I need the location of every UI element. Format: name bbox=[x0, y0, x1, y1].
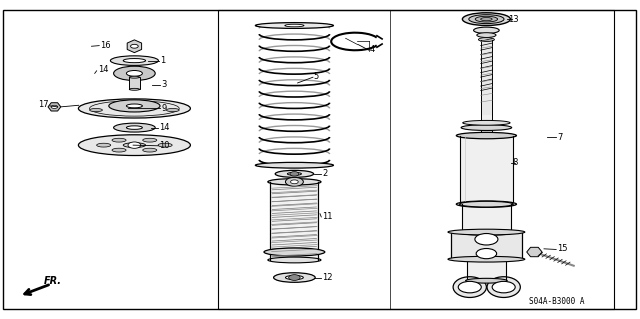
Ellipse shape bbox=[448, 256, 525, 262]
Text: 13: 13 bbox=[508, 15, 519, 24]
Ellipse shape bbox=[487, 277, 520, 297]
Bar bbox=[451, 232, 522, 259]
Circle shape bbox=[289, 275, 300, 280]
Bar bbox=[460, 136, 513, 204]
Ellipse shape bbox=[114, 66, 156, 81]
Circle shape bbox=[128, 142, 141, 148]
Ellipse shape bbox=[111, 56, 159, 65]
Bar bbox=[467, 262, 506, 281]
Ellipse shape bbox=[166, 108, 179, 112]
Ellipse shape bbox=[127, 104, 143, 108]
Ellipse shape bbox=[456, 132, 516, 139]
Polygon shape bbox=[527, 247, 542, 257]
Bar bbox=[481, 115, 492, 136]
Circle shape bbox=[476, 249, 497, 259]
Ellipse shape bbox=[477, 33, 496, 37]
Ellipse shape bbox=[468, 15, 504, 24]
Ellipse shape bbox=[448, 229, 525, 235]
Ellipse shape bbox=[112, 138, 126, 142]
Text: 2: 2 bbox=[322, 169, 327, 178]
Polygon shape bbox=[48, 103, 61, 111]
Ellipse shape bbox=[460, 201, 513, 207]
Text: 15: 15 bbox=[557, 244, 567, 253]
Ellipse shape bbox=[143, 148, 157, 152]
Text: 5: 5 bbox=[314, 72, 319, 81]
Ellipse shape bbox=[461, 125, 512, 130]
Ellipse shape bbox=[462, 13, 511, 26]
Bar bbox=[218, 10, 614, 309]
Ellipse shape bbox=[255, 23, 333, 28]
Ellipse shape bbox=[127, 126, 143, 130]
Ellipse shape bbox=[453, 277, 486, 297]
Ellipse shape bbox=[158, 143, 172, 147]
Ellipse shape bbox=[79, 99, 191, 118]
Ellipse shape bbox=[114, 123, 156, 132]
Ellipse shape bbox=[456, 201, 516, 207]
Text: 14: 14 bbox=[98, 65, 108, 74]
Text: S04A-B3000 A: S04A-B3000 A bbox=[529, 297, 584, 306]
Bar bbox=[129, 77, 140, 89]
Polygon shape bbox=[127, 40, 141, 53]
Ellipse shape bbox=[479, 38, 495, 41]
Ellipse shape bbox=[112, 148, 126, 152]
Text: 3: 3 bbox=[161, 80, 166, 89]
Circle shape bbox=[290, 172, 299, 176]
Ellipse shape bbox=[474, 27, 499, 33]
Text: 12: 12 bbox=[322, 273, 332, 282]
Text: 4: 4 bbox=[369, 45, 374, 54]
Ellipse shape bbox=[481, 18, 492, 21]
Bar bbox=[271, 182, 319, 260]
Ellipse shape bbox=[129, 76, 140, 78]
Text: FR.: FR. bbox=[44, 277, 61, 286]
Circle shape bbox=[492, 281, 515, 293]
Text: 17: 17 bbox=[38, 100, 49, 109]
Ellipse shape bbox=[143, 138, 157, 142]
Circle shape bbox=[131, 44, 138, 48]
Bar bbox=[462, 204, 511, 233]
Ellipse shape bbox=[97, 143, 111, 147]
Text: 10: 10 bbox=[159, 141, 169, 150]
Bar bbox=[481, 40, 492, 115]
Circle shape bbox=[291, 180, 298, 184]
Ellipse shape bbox=[285, 24, 304, 27]
Ellipse shape bbox=[268, 179, 321, 185]
Ellipse shape bbox=[127, 70, 143, 76]
Circle shape bbox=[458, 281, 481, 293]
Ellipse shape bbox=[463, 120, 510, 125]
Ellipse shape bbox=[264, 248, 325, 256]
Ellipse shape bbox=[268, 257, 321, 263]
Ellipse shape bbox=[123, 143, 146, 147]
Text: 7: 7 bbox=[557, 133, 562, 142]
Ellipse shape bbox=[461, 230, 512, 235]
Text: 11: 11 bbox=[322, 212, 332, 221]
Ellipse shape bbox=[287, 172, 301, 175]
Ellipse shape bbox=[475, 16, 498, 22]
Ellipse shape bbox=[129, 88, 140, 90]
Ellipse shape bbox=[466, 278, 507, 283]
Ellipse shape bbox=[109, 100, 160, 112]
Ellipse shape bbox=[90, 108, 102, 112]
Ellipse shape bbox=[123, 58, 146, 63]
Ellipse shape bbox=[79, 135, 191, 155]
Text: 1: 1 bbox=[160, 56, 165, 65]
Text: 9: 9 bbox=[161, 104, 166, 113]
Circle shape bbox=[51, 105, 58, 108]
Text: 8: 8 bbox=[512, 158, 517, 167]
Text: 14: 14 bbox=[159, 123, 169, 132]
Circle shape bbox=[285, 177, 303, 186]
Text: 16: 16 bbox=[100, 41, 111, 50]
Ellipse shape bbox=[275, 170, 314, 177]
Ellipse shape bbox=[285, 275, 303, 279]
Circle shape bbox=[475, 234, 498, 245]
Ellipse shape bbox=[255, 162, 333, 168]
Ellipse shape bbox=[274, 273, 316, 282]
